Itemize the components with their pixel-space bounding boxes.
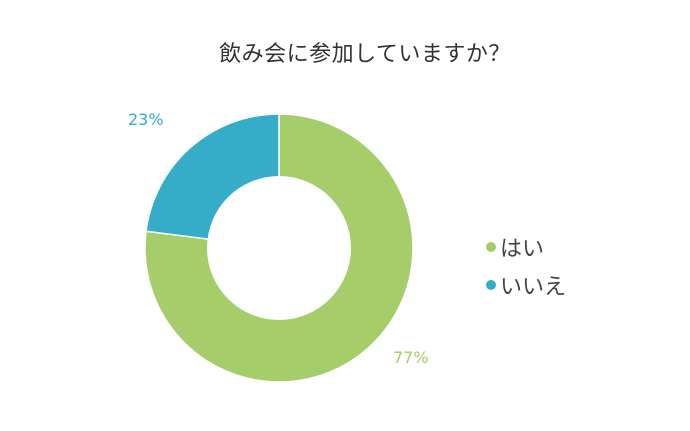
legend-label-no: いいえ (500, 275, 567, 300)
data-label-no: 23% (128, 110, 164, 129)
legend-item-no[interactable]: いいえ (486, 266, 566, 304)
donut-hole (207, 176, 351, 320)
chart-title: 飲み会に参加していますか？ (219, 42, 511, 67)
data-label-yes: 77% (393, 348, 429, 367)
legend-marker-no (486, 280, 496, 290)
legend: はい いいえ (486, 228, 566, 304)
legend-marker-yes (486, 242, 496, 252)
legend-label-yes: はい (500, 237, 545, 262)
legend-item-yes[interactable]: はい (486, 228, 566, 266)
